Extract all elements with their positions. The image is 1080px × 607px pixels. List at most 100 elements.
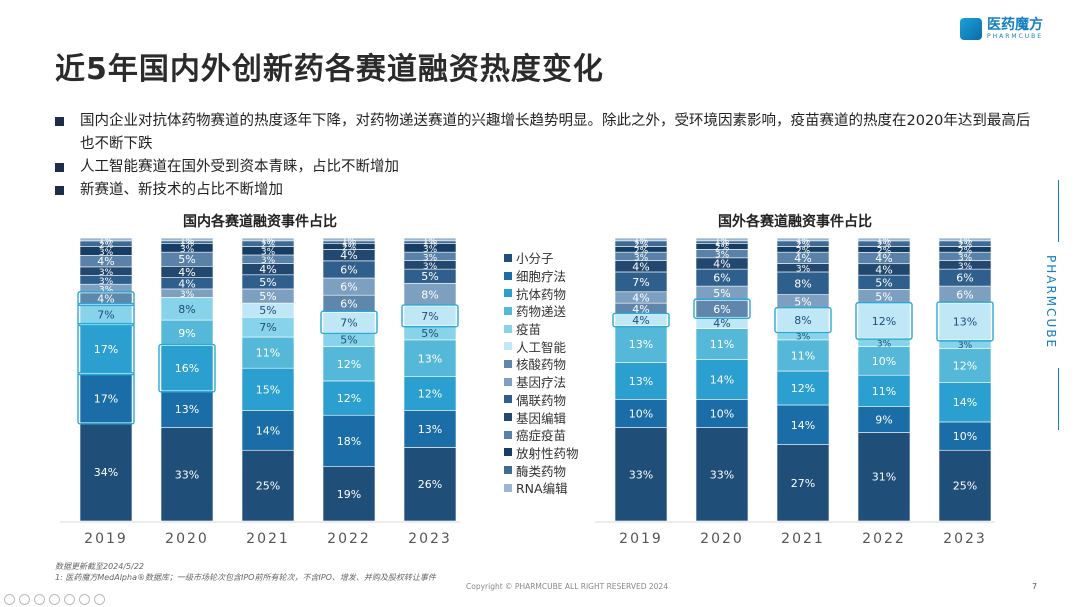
data-label: 8% (421, 289, 438, 302)
bar-segment (614, 427, 668, 522)
x-tick-label: 2021 (781, 531, 825, 547)
bar-segment (241, 237, 295, 242)
legend-item: 人工智能 (504, 337, 579, 355)
logo-cn-text: 医药魔方 (987, 17, 1043, 33)
bar-segment (403, 376, 457, 411)
data-label: 10% (629, 407, 653, 420)
bar-segment (938, 421, 992, 451)
data-label: 3% (180, 245, 195, 255)
data-label: 13% (629, 338, 653, 351)
highlight-box (855, 302, 913, 340)
data-label: 4% (632, 303, 649, 316)
legend-swatch (504, 483, 512, 492)
bar-segment (160, 390, 214, 428)
prev-slide-icon[interactable] (4, 594, 15, 605)
legend-label: 抗体药物 (516, 286, 567, 302)
pen-icon[interactable] (34, 594, 45, 605)
legend-label: 细胞疗法 (516, 269, 567, 285)
bar-segment (776, 339, 830, 372)
data-label: 11% (256, 347, 280, 360)
legend-label: 核酸药物 (516, 357, 567, 373)
legend-label: 癌症疫苗 (516, 428, 567, 444)
legend-item: 基因编辑 (504, 408, 579, 426)
data-label: 4% (259, 263, 276, 276)
legend-swatch (504, 342, 512, 351)
legend-item: RNA编辑 (504, 479, 579, 497)
footnote-source: 1: 医药魔方MedAlpha®数据库；一级市场轮次包含IPO前所有轮次，不含I… (55, 573, 436, 582)
bullet-list: 国内企业对抗体药物赛道的热度逐年下降，对药物递送赛道的兴趣增长趋势明显。除此之外… (55, 110, 1035, 202)
legend-swatch (504, 395, 512, 404)
data-label: 14% (953, 396, 977, 409)
legend-swatch (504, 430, 512, 439)
foreign-stacked-bar-chart: 33%10%13%13%4%4%4%7%4%3%2%2%1%201933%10%… (595, 236, 995, 547)
bar-segment (938, 237, 992, 242)
data-label: 4% (713, 317, 730, 330)
data-label: 33% (629, 468, 653, 481)
bullet-square-icon (55, 163, 64, 172)
bullet-square-icon (55, 117, 64, 126)
side-divider-bottom (1058, 368, 1059, 430)
bullet-text: 人工智能赛道在国外受到资本青睐，占比不断增加 (80, 159, 399, 175)
x-tick-label: 2021 (246, 531, 290, 547)
legend-label: 基因编辑 (516, 410, 567, 426)
data-label: 14% (791, 419, 815, 432)
legend-label: 小分子 (516, 251, 554, 267)
highlight-box (401, 304, 459, 328)
highlight-box (774, 307, 832, 334)
data-label: 27% (791, 477, 815, 490)
data-label: 5% (875, 291, 892, 304)
data-label: 1% (180, 239, 195, 249)
data-label: 12% (872, 315, 896, 328)
x-tick-label: 2020 (165, 531, 209, 547)
subtitle-icon[interactable] (79, 594, 90, 605)
legend-label: 酶类药物 (516, 463, 567, 479)
more-options-icon[interactable] (94, 594, 105, 605)
data-label: 2% (261, 241, 276, 251)
data-label: 1% (180, 236, 195, 246)
legend-label: 基因疗法 (516, 375, 567, 391)
data-label: 13% (418, 352, 442, 365)
data-label: 1% (342, 239, 357, 249)
data-label: 4% (632, 314, 649, 327)
data-label: 6% (713, 303, 730, 316)
side-divider-top (1058, 180, 1059, 242)
highlight-box (612, 312, 670, 328)
legend-swatch (504, 289, 512, 298)
bar-segment (938, 449, 992, 522)
bar-segment (160, 427, 214, 522)
data-label: 1% (715, 236, 730, 246)
data-label: 2% (715, 243, 730, 253)
bar-segment (79, 237, 133, 242)
data-label: 3% (423, 253, 438, 263)
grid-view-icon[interactable] (64, 594, 75, 605)
data-label: 5% (421, 327, 438, 340)
bullet-text: 新赛道、新技术的占比不断增加 (80, 182, 283, 198)
data-label: 4% (178, 277, 195, 290)
data-label: 34% (94, 466, 118, 479)
data-label: 25% (256, 480, 280, 493)
data-label: 11% (872, 385, 896, 398)
legend-swatch (504, 306, 512, 315)
x-tick-label: 2020 (700, 531, 744, 547)
data-label: 25% (953, 480, 977, 493)
bar-segment (695, 328, 749, 360)
data-label: 14% (710, 374, 734, 387)
data-label: 1% (261, 236, 276, 246)
copyright: Copyright © PHARMCUBE ALL RIGHT RESERVED… (466, 582, 668, 591)
zoom-icon[interactable] (49, 594, 60, 605)
page-title: 近5年国内外创新药各赛道融资热度变化 (55, 52, 604, 87)
bar-segment (79, 373, 133, 424)
data-label: 8% (794, 314, 811, 327)
legend-swatch (504, 413, 512, 422)
data-label: 5% (713, 287, 730, 300)
bar-segment (614, 325, 668, 363)
legend-item: 疫苗 (504, 320, 579, 338)
highlight-box (693, 298, 751, 319)
data-label: 1% (634, 236, 649, 246)
data-label: 3% (634, 253, 649, 263)
bullet-item: 国内企业对抗体药物赛道的热度逐年下降，对药物递送赛道的兴趣增长趋势明显。除此之外… (55, 110, 1035, 156)
bar-segment (938, 302, 992, 341)
data-label: 7% (421, 310, 438, 323)
data-label: 18% (337, 435, 361, 448)
next-slide-icon[interactable] (19, 594, 30, 605)
